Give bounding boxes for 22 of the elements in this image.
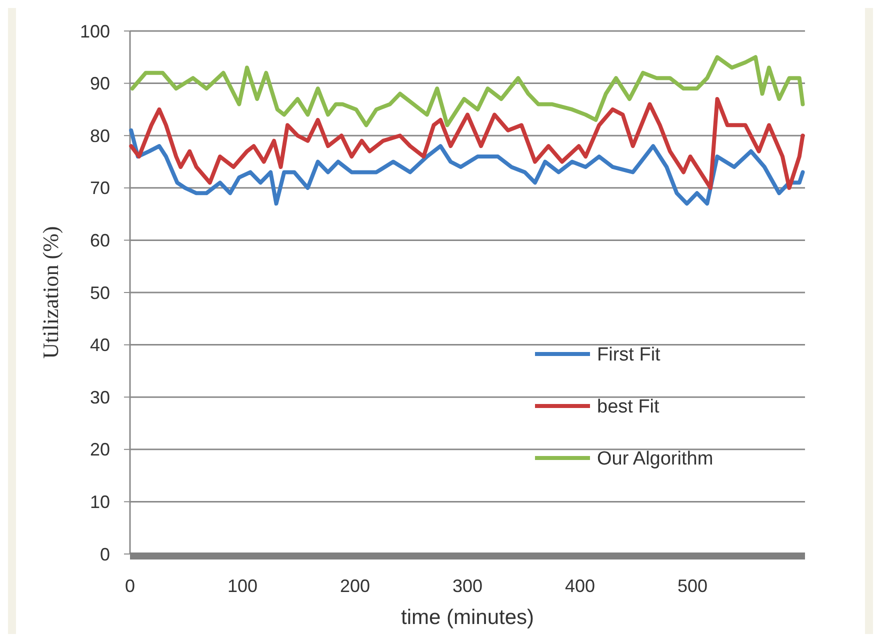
x-tick-label: 100 xyxy=(227,576,258,596)
y-tick-label: 70 xyxy=(90,178,110,198)
y-tick-label: 0 xyxy=(100,544,110,564)
y-tick-label: 20 xyxy=(90,440,110,460)
y-axis-title: Utilization (%) xyxy=(38,226,63,359)
y-tick-label: 40 xyxy=(90,335,110,356)
legend-label: Our Algorithm xyxy=(597,448,714,470)
x-tick-label: 300 xyxy=(452,576,483,596)
y-tick-label: 30 xyxy=(90,387,110,408)
y-tick-label: 10 xyxy=(90,492,110,512)
y-tick-label: 50 xyxy=(90,282,110,303)
y-tick-label: 90 xyxy=(90,74,110,94)
x-tick-label: 400 xyxy=(564,576,596,596)
y-tick-label: 80 xyxy=(90,126,110,146)
legend-label: best Fit xyxy=(597,396,660,418)
legend-label: First Fit xyxy=(597,344,662,366)
x-tick-label: 200 xyxy=(340,576,370,596)
y-tick-label: 100 xyxy=(80,21,110,42)
x-tick-label: 0 xyxy=(124,576,136,596)
y-tick-label: 60 xyxy=(90,230,110,250)
x-axis-title: time (minutes) xyxy=(400,606,534,629)
x-tick-label: 500 xyxy=(677,576,708,596)
